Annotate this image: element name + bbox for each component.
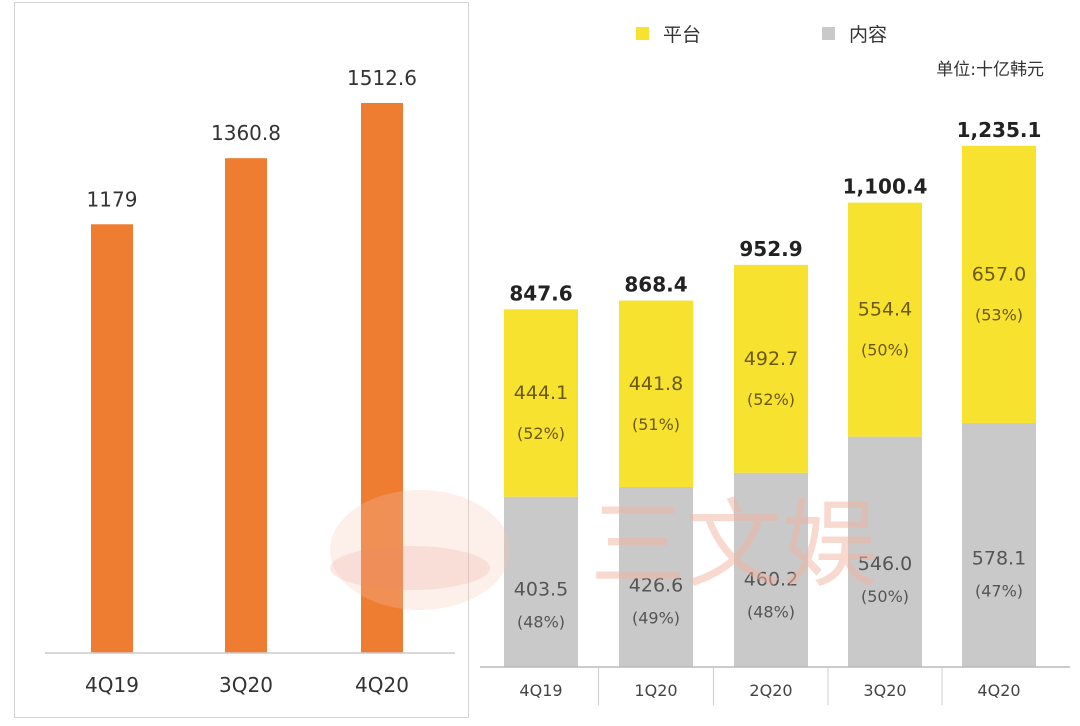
legend-item-platform: 平台 <box>636 20 701 46</box>
content-share-label: (50%) <box>861 587 909 606</box>
total-value-label: 868.4 <box>624 273 687 297</box>
bar-3q20 <box>225 158 267 653</box>
x-tick-label: 2Q20 <box>749 681 792 700</box>
platform-value-label: 444.1 <box>514 382 568 404</box>
platform-share-label: (50%) <box>861 341 909 360</box>
platform-bar-2q20 <box>734 264 808 473</box>
legend-swatch-platform <box>636 26 649 40</box>
total-value-label: 952.9 <box>739 237 802 261</box>
legend-label-platform: 平台 <box>663 23 702 46</box>
content-bar-3q20 <box>848 436 922 667</box>
x-tick-label: 4Q20 <box>355 673 409 697</box>
content-bar-4q19 <box>504 496 578 667</box>
platform-bar-3q20 <box>848 202 922 437</box>
total-value-label: 847.6 <box>509 281 572 305</box>
content-bar-1q20 <box>619 486 693 667</box>
platform-share-label: (53%) <box>975 305 1023 324</box>
bar-value-label: 1179 <box>87 187 138 211</box>
content-value-label: 460.2 <box>744 568 798 590</box>
total-value-label: 1,235.1 <box>957 118 1042 142</box>
content-value-label: 578.1 <box>972 548 1026 570</box>
x-tick-label: 3Q20 <box>219 673 273 697</box>
x-tick-label: 3Q20 <box>863 681 906 700</box>
content-share-label: (48%) <box>517 612 565 631</box>
bar-value-label: 1512.6 <box>347 66 417 90</box>
bar-4q19 <box>91 224 133 654</box>
platform-bar-4q19 <box>504 309 578 497</box>
content-value-label: 403.5 <box>514 578 568 600</box>
content-bar-2q20 <box>734 472 808 667</box>
legend-label-content: 内容 <box>849 23 888 46</box>
content-value-label: 426.6 <box>629 574 683 596</box>
platform-share-label: (52%) <box>747 390 795 409</box>
x-tick-label: 4Q19 <box>85 673 139 697</box>
platform-value-label: 441.8 <box>629 373 683 395</box>
total-value-label: 1,100.4 <box>843 175 928 199</box>
content-share-label: (49%) <box>632 608 680 627</box>
platform-bar-4q20 <box>962 145 1036 424</box>
x-tick-label: 4Q20 <box>977 681 1020 700</box>
platform-share-label: (52%) <box>517 424 565 443</box>
platform-value-label: 554.4 <box>858 299 912 321</box>
content-value-label: 546.0 <box>858 553 912 575</box>
revenue-bar-chart: 1179 1360.8 1512.6 4Q19 3Q20 4Q20 <box>45 66 455 697</box>
legend-item-content: 内容 <box>822 20 887 46</box>
content-share-label: (48%) <box>747 602 795 621</box>
legend-swatch-content <box>822 26 835 40</box>
platform-share-label: (51%) <box>632 415 680 434</box>
x-tick-label: 1Q20 <box>634 681 677 700</box>
content-share-label: (47%) <box>975 582 1023 601</box>
platform-bar-1q20 <box>619 300 693 487</box>
platform-value-label: 492.7 <box>744 348 798 370</box>
stacked-revenue-chart: 403.5 (48%) 444.1 (52%) 847.6 426.6 (49%) 441.8… <box>480 118 1070 705</box>
platform-value-label: 657.0 <box>972 263 1026 285</box>
unit-label: 单位:十亿韩元 <box>936 60 1044 80</box>
right-chart-panel: 平台 内容 单位:十亿韩元 403.5 (48%) 444.1 (52%) 847.6 4… <box>470 0 1080 726</box>
x-tick-label: 4Q19 <box>519 681 562 700</box>
bar-4q20 <box>361 102 403 654</box>
bar-value-label: 1360.8 <box>211 121 281 145</box>
left-chart-panel: 1179 1360.8 1512.6 4Q19 3Q20 4Q20 <box>14 2 469 718</box>
content-bar-4q20 <box>962 423 1036 667</box>
